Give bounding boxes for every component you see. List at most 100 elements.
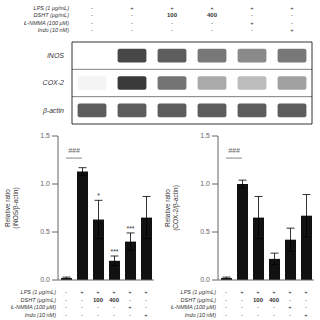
svg-text:DSHT (μg/mL): DSHT (μg/mL) [34, 12, 70, 18]
svg-text:-: - [131, 20, 133, 26]
svg-text:###: ### [228, 147, 240, 154]
svg-text:-: - [289, 312, 291, 318]
svg-text:Relative ratio(iNOS/β-actin): Relative ratio(iNOS/β-actin) [8, 187, 20, 228]
svg-text:+: + [128, 289, 132, 295]
svg-text:DSHT (μg/mL): DSHT (μg/mL) [21, 297, 57, 303]
svg-text:-: - [241, 304, 243, 310]
svg-text:-: - [145, 297, 147, 303]
svg-text:-: - [273, 312, 275, 318]
svg-text:-: - [241, 312, 243, 318]
svg-text:+: + [272, 289, 276, 295]
svg-text:+: + [144, 312, 148, 318]
svg-text:-: - [171, 27, 173, 33]
svg-text:-: - [291, 12, 293, 18]
svg-text:Relative ratio(COX-2/β-actin): Relative ratio(COX-2/β-actin) [164, 185, 180, 231]
svg-text:***: *** [110, 248, 118, 255]
svg-text:-: - [91, 5, 93, 11]
svg-text:0.5: 0.5 [40, 228, 50, 235]
svg-text:+: + [290, 27, 294, 33]
svg-text:DSHT (μg/mL): DSHT (μg/mL) [181, 297, 217, 303]
svg-text:+: + [256, 289, 260, 295]
svg-text:+: + [250, 20, 254, 26]
svg-text:1.0: 1.0 [40, 180, 50, 187]
svg-text:-: - [131, 12, 133, 18]
svg-text:-: - [305, 297, 307, 303]
svg-text:-: - [65, 304, 67, 310]
svg-text:-: - [113, 304, 115, 310]
svg-text:***: *** [126, 225, 134, 232]
svg-text:400: 400 [207, 12, 218, 18]
svg-text:-: - [129, 312, 131, 318]
svg-text:+: + [250, 5, 254, 11]
svg-text:-: - [257, 304, 259, 310]
svg-text:+: + [128, 304, 132, 310]
svg-text:+: + [288, 304, 292, 310]
svg-text:LPS (1 μg/mL): LPS (1 μg/mL) [181, 289, 217, 295]
svg-text:0.0: 0.0 [200, 276, 210, 283]
svg-text:-: - [97, 304, 99, 310]
svg-text:400: 400 [109, 297, 120, 303]
svg-text:-: - [91, 12, 93, 18]
svg-text:+: + [304, 289, 308, 295]
svg-text:+: + [112, 289, 116, 295]
svg-text:+: + [210, 5, 214, 11]
svg-text:COX-2: COX-2 [43, 79, 65, 86]
svg-text:+: + [240, 289, 244, 295]
svg-text:-: - [211, 20, 213, 26]
svg-text:+: + [290, 5, 294, 11]
svg-text:-: - [257, 312, 259, 318]
svg-text:1.5: 1.5 [200, 132, 210, 139]
svg-text:-: - [65, 297, 67, 303]
svg-text:-: - [65, 312, 67, 318]
svg-text:-: - [273, 304, 275, 310]
svg-text:+: + [288, 289, 292, 295]
svg-text:-: - [225, 297, 227, 303]
svg-text:-: - [97, 312, 99, 318]
svg-text:0.0: 0.0 [40, 276, 50, 283]
svg-text:LPS (1 μg/mL): LPS (1 μg/mL) [34, 5, 70, 11]
svg-text:1.0: 1.0 [200, 180, 210, 187]
svg-text:+: + [170, 5, 174, 11]
svg-text:-: - [291, 20, 293, 26]
svg-text:-: - [225, 304, 227, 310]
svg-text:LPS (1 μg/mL): LPS (1 μg/mL) [21, 289, 57, 295]
svg-text:-: - [91, 20, 93, 26]
svg-text:-: - [251, 27, 253, 33]
svg-text:-: - [81, 312, 83, 318]
svg-text:-: - [129, 297, 131, 303]
svg-text:Indo (10 nM): Indo (10 nM) [38, 27, 69, 33]
svg-text:Ł-NMMA (100 μM): Ł-NMMA (100 μM) [171, 304, 216, 310]
svg-text:-: - [225, 312, 227, 318]
svg-text:-: - [305, 304, 307, 310]
svg-text:100: 100 [93, 297, 104, 303]
svg-text:β-actin: β-actin [42, 107, 64, 115]
svg-text:-: - [131, 27, 133, 33]
svg-text:-: - [65, 289, 67, 295]
svg-text:*: * [97, 192, 100, 199]
svg-text:-: - [171, 20, 173, 26]
svg-text:-: - [81, 304, 83, 310]
svg-text:+: + [96, 289, 100, 295]
svg-text:Ł-NMMA (100 μM): Ł-NMMA (100 μM) [11, 304, 56, 310]
svg-text:-: - [211, 27, 213, 33]
svg-text:###: ### [68, 147, 80, 154]
svg-text:-: - [91, 27, 93, 33]
svg-text:+: + [80, 289, 84, 295]
svg-text:Indo (10 nM): Indo (10 nM) [185, 312, 216, 318]
svg-text:-: - [113, 312, 115, 318]
svg-text:400: 400 [269, 297, 280, 303]
svg-text:+: + [130, 5, 134, 11]
svg-text:Indo (10 nM): Indo (10 nM) [25, 312, 56, 318]
svg-text:100: 100 [167, 12, 178, 18]
svg-text:-: - [145, 304, 147, 310]
svg-text:iNOS: iNOS [47, 52, 64, 59]
svg-text:Ł-NMMA (100 μM): Ł-NMMA (100 μM) [24, 20, 69, 26]
svg-text:+: + [304, 312, 308, 318]
svg-text:-: - [241, 297, 243, 303]
svg-text:0.5: 0.5 [200, 228, 210, 235]
svg-text:1.5: 1.5 [40, 132, 50, 139]
svg-text:-: - [81, 297, 83, 303]
svg-text:-: - [289, 297, 291, 303]
svg-text:-: - [251, 12, 253, 18]
svg-text:-: - [225, 289, 227, 295]
